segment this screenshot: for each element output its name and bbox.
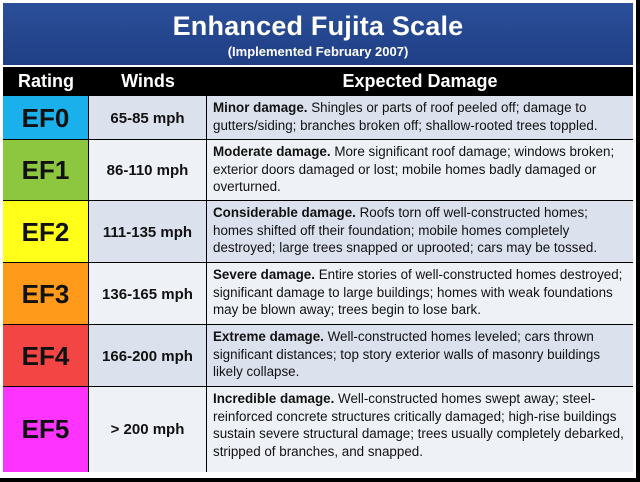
winds-cell: > 200 mph [89,387,207,472]
damage-title: Severe damage. [213,267,315,282]
damage-cell: Extreme damage. Well-constructed homes l… [207,325,633,387]
table-row: EF1 86-110 mph Moderate damage. More sig… [3,139,633,201]
winds-cell: 111-135 mph [89,201,207,263]
winds-cell: 136-165 mph [89,263,207,325]
title-banner: Enhanced Fujita Scale (Implemented Febru… [3,3,633,65]
rating-cell: EF5 [3,387,89,472]
column-header-rating: Rating [18,71,74,91]
table-row: EF0 65-85 mph Minor damage. Shingles or … [3,95,633,140]
rating-cell: EF2 [3,201,89,263]
table-row: EF4 166-200 mph Extreme damage. Well-con… [3,324,633,387]
table-row: EF2 111-135 mph Considerable damage. Roo… [3,200,633,263]
damage-title: Minor damage. [213,100,308,115]
column-header-expected-damage: Expected Damage [342,71,498,91]
damage-description: Well-constructed homes swept away; steel… [213,391,624,459]
damage-description: Roofs torn off well-constructed homes; h… [213,205,598,255]
damage-description: More significant roof damage; windows br… [213,144,615,194]
damage-title: Moderate damage. [213,144,331,159]
damage-cell: Incredible damage. Well-constructed home… [207,387,633,472]
winds-cell: 166-200 mph [89,325,207,387]
rating-cell: EF4 [3,325,89,387]
page-title: Enhanced Fujita Scale [172,11,464,41]
damage-description: Well-constructed homes leveled; cars thr… [213,329,601,379]
rating-cell: EF1 [3,140,89,201]
page-subtitle: (Implemented February 2007) [227,44,409,59]
damage-cell: Severe damage. Entire stories of well-co… [207,263,633,325]
damage-title: Incredible damage. [213,391,335,406]
damage-description: Shingles or parts of roof peeled off; da… [213,100,598,133]
column-header-winds: Winds [121,71,175,91]
rating-cell: EF0 [3,96,89,140]
winds-cell: 65-85 mph [89,96,207,140]
damage-description: Entire stories of well-constructed homes… [213,267,623,317]
damage-title: Extreme damage. [213,329,324,344]
table-row: EF5 > 200 mph Incredible damage. Well-co… [3,386,633,472]
table-row: EF3 136-165 mph Severe damage. Entire st… [3,262,633,325]
damage-cell: Considerable damage. Roofs torn off well… [207,201,633,263]
rating-cell: EF3 [3,263,89,325]
table-header: Rating Winds Expected Damage [3,67,633,95]
damage-cell: Minor damage. Shingles or parts of roof … [207,96,633,140]
damage-cell: Moderate damage. More significant roof d… [207,140,633,201]
damage-title: Considerable damage. [213,205,356,220]
winds-cell: 86-110 mph [89,140,207,201]
